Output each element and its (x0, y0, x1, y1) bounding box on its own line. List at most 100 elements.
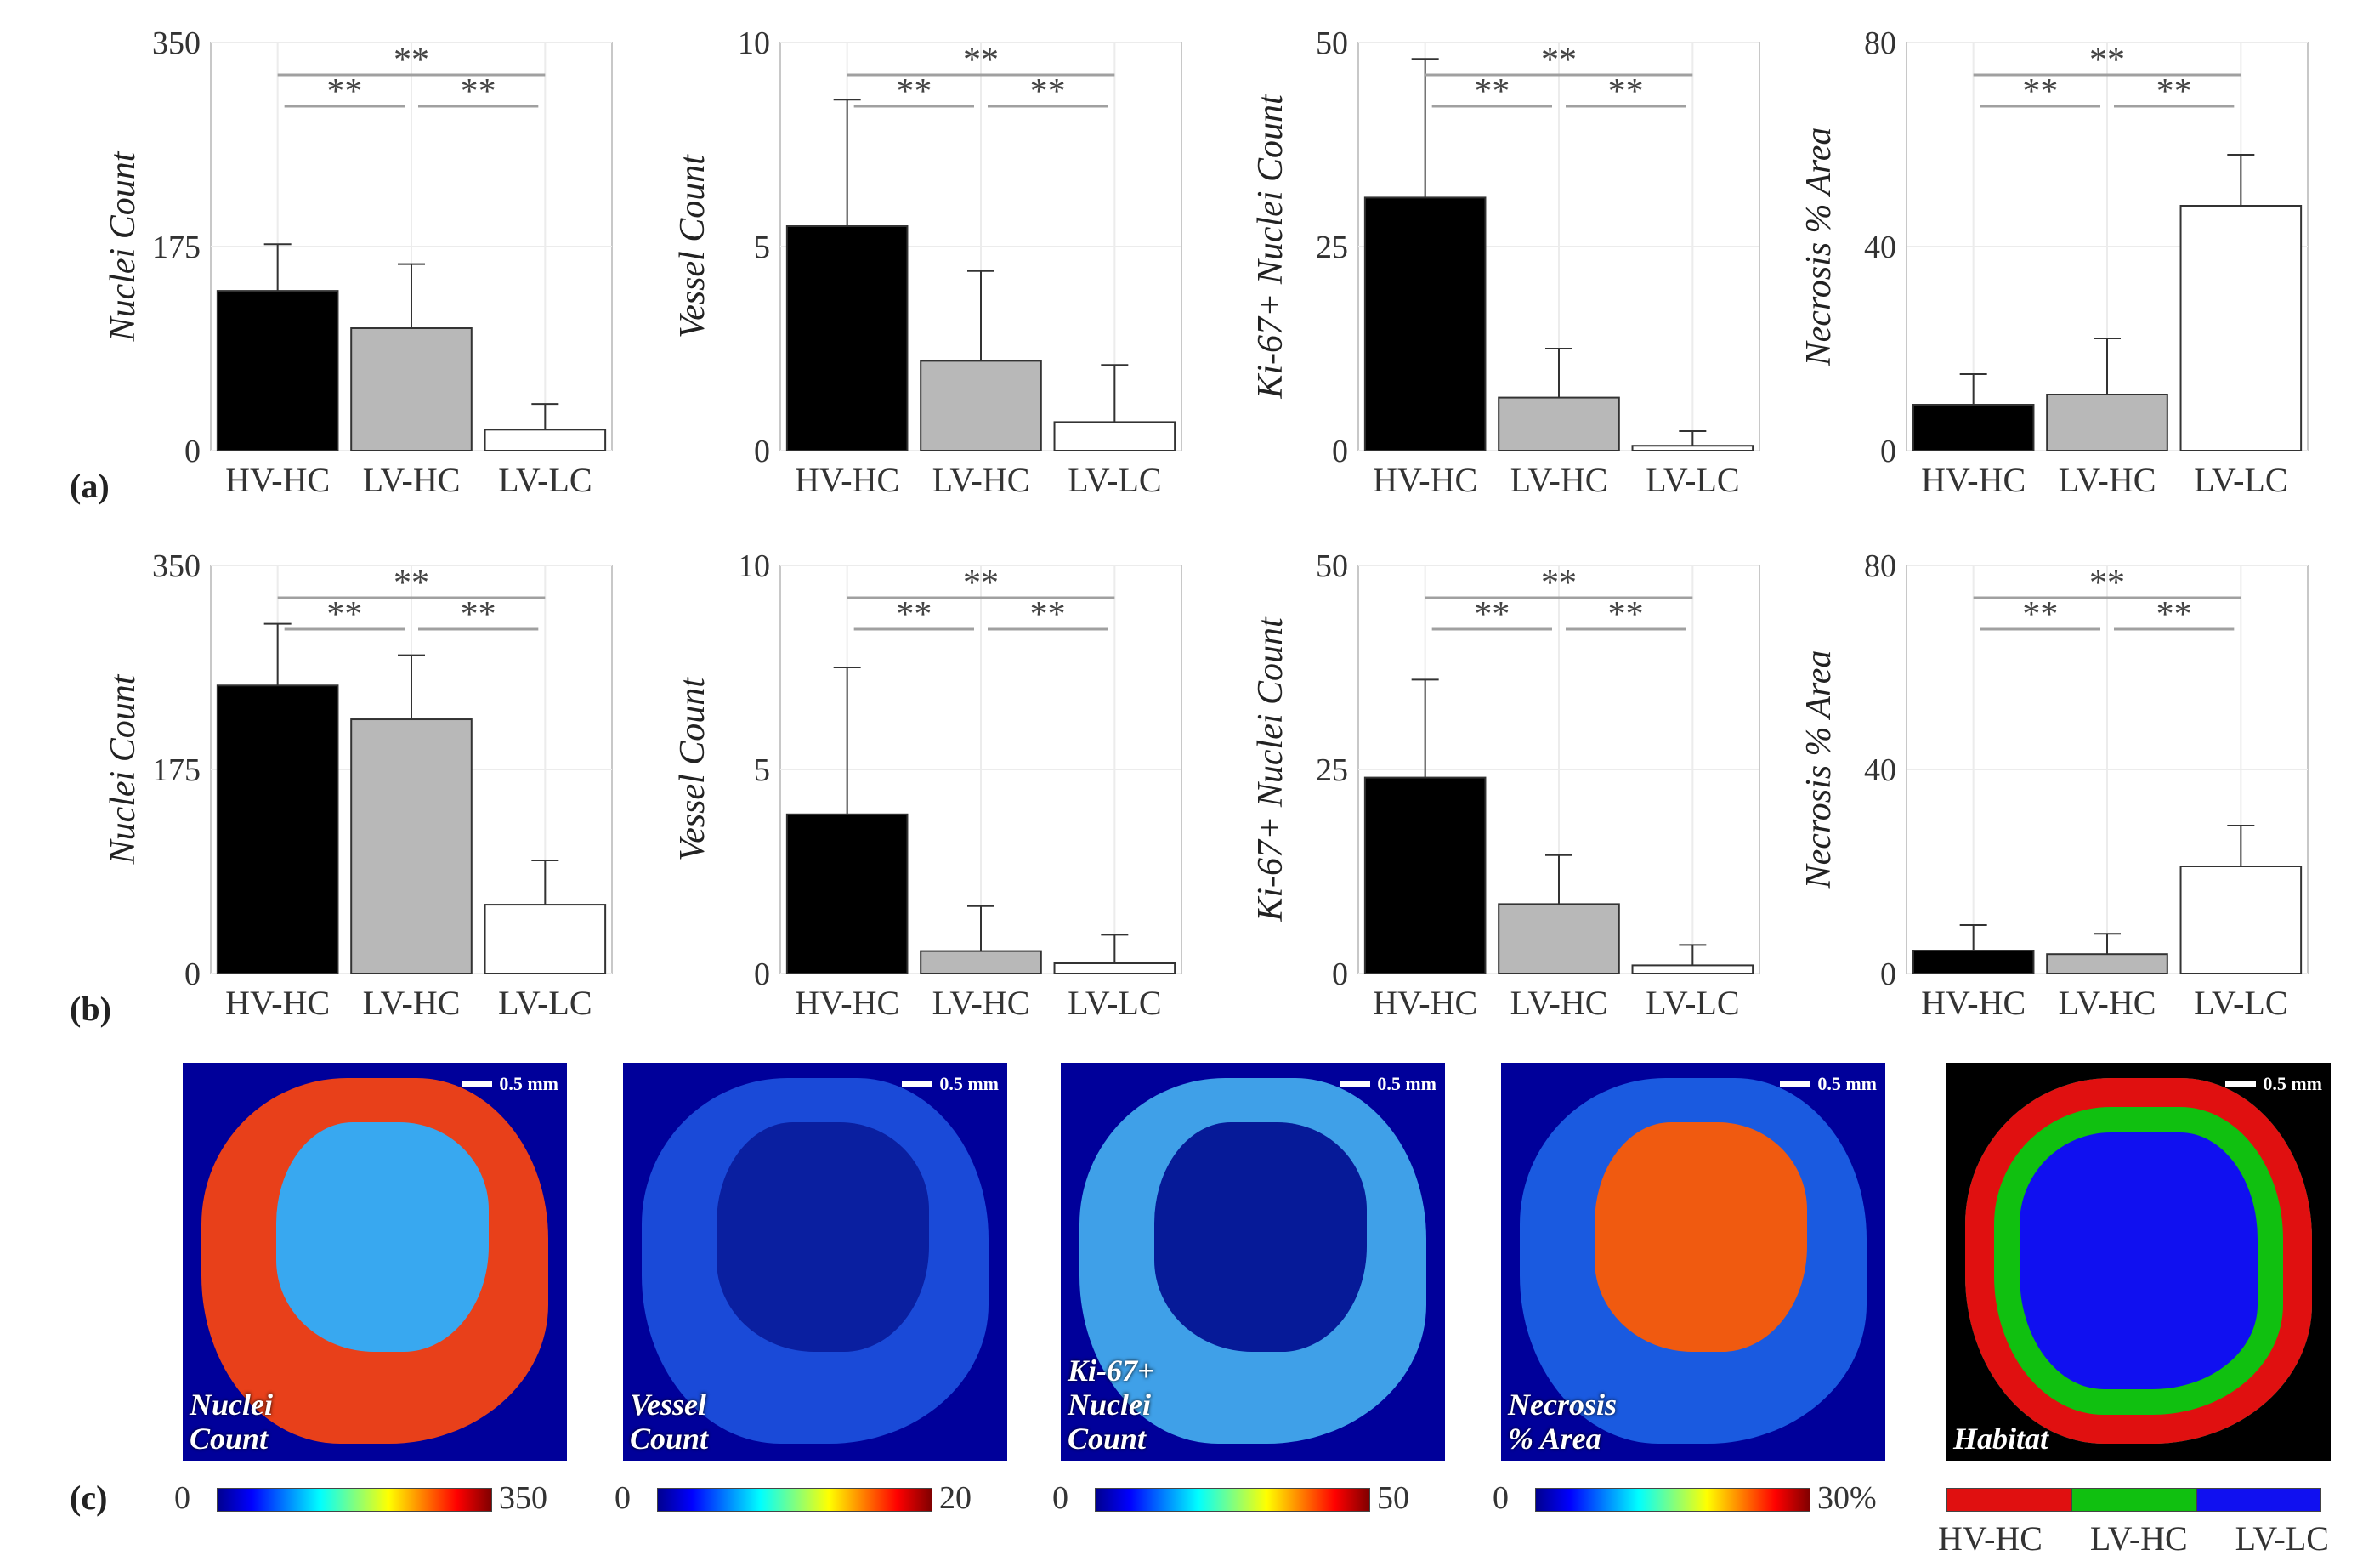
y-axis-label: Ki-67+ Nuclei Count (1251, 616, 1290, 922)
x-tick-label: LV-LC (498, 984, 592, 1022)
heatmap-label: Nuclei Count (190, 1388, 273, 1456)
y-tick-label: 40 (1864, 752, 1896, 788)
colorbar-max-label: 50 (1377, 1480, 1409, 1516)
heatmap-label: Necrosis % Area (1508, 1388, 1617, 1456)
bar (1053, 962, 1176, 974)
scale-bar-label: 0.5 mm (2263, 1073, 2322, 1094)
significance-marker: ** (2022, 72, 2058, 111)
y-tick-label: 0 (754, 434, 770, 469)
y-tick-label: 350 (152, 26, 201, 61)
y-tick-label: 25 (1316, 752, 1348, 788)
scale-bar: 0.5 mm (1780, 1073, 1877, 1095)
significance-marker: ** (896, 595, 932, 634)
scale-bar-line (462, 1081, 493, 1087)
scale-bar-label: 0.5 mm (499, 1073, 558, 1094)
habitat-legend (1946, 1488, 2321, 1512)
x-tick-label: HV-HC (1921, 461, 2026, 499)
x-tick-label: HV-HC (1921, 984, 2026, 1022)
habitat-legend-swatch (2071, 1488, 2196, 1512)
x-tick-label: HV-HC (225, 984, 330, 1022)
habitat-legend-label: LV-LC (2235, 1519, 2329, 1558)
y-tick-label: 40 (1864, 230, 1896, 265)
x-tick-label: LV-HC (1510, 461, 1608, 499)
bar (1053, 421, 1176, 451)
heatmap-panel: 0.5 mm Nuclei Count (183, 1063, 567, 1461)
bar (1631, 445, 1754, 451)
tissue-region-inner (717, 1122, 929, 1352)
significance-marker: ** (896, 72, 932, 111)
panel-letter-a: (a) (70, 467, 110, 505)
y-tick-label: 0 (1332, 434, 1348, 469)
scale-bar: 0.5 mm (2225, 1073, 2322, 1095)
bar (2046, 953, 2168, 974)
x-tick-label: LV-HC (1510, 984, 1608, 1022)
heatmap-panel: 0.5 mm Ki-67+ Nuclei Count (1061, 1063, 1445, 1461)
x-tick-label: LV-LC (2194, 461, 2287, 499)
significance-marker: ** (1474, 72, 1510, 111)
bar-charts: 0 175 350 HV-HC LV-HC LV-LC Nuclei Count ** ** **… (104, 26, 2309, 1022)
bar (2179, 205, 2303, 451)
significance-marker: ** (1608, 595, 1644, 634)
significance-marker: ** (1030, 72, 1066, 111)
y-axis-label: Vessel Count (673, 677, 712, 861)
colorbar-max-label: 20 (939, 1480, 972, 1516)
scale-bar-label: 0.5 mm (1377, 1073, 1436, 1094)
bar (920, 950, 1042, 974)
x-tick-label: HV-HC (1373, 461, 1477, 499)
bar (350, 327, 473, 451)
heatmap-label: Ki-67+ Nuclei Count (1068, 1354, 1155, 1456)
panel-letter-c: (c) (70, 1479, 108, 1517)
heatmap-label: Vessel Count (630, 1388, 709, 1456)
heatmap-panel: 0.5 mm Habitat (1946, 1063, 2331, 1461)
scale-bar-line (2225, 1081, 2257, 1087)
y-tick-label: 0 (754, 956, 770, 992)
y-axis-label: Ki-67+ Nuclei Count (1251, 94, 1290, 400)
y-tick-label: 0 (184, 956, 201, 992)
scale-bar: 0.5 mm (902, 1073, 999, 1095)
panel-letter-b: (b) (70, 990, 111, 1028)
bar (484, 429, 607, 452)
significance-marker: ** (963, 564, 999, 603)
x-tick-label: LV-HC (932, 984, 1030, 1022)
y-tick-label: 0 (1332, 956, 1348, 992)
x-tick-label: LV-LC (1068, 984, 1161, 1022)
significance-marker: ** (461, 595, 496, 634)
bar (1498, 903, 1620, 975)
colorbar-max-label: 350 (499, 1480, 547, 1516)
bar (1498, 396, 1620, 452)
bar (1912, 950, 2035, 974)
bar (1631, 964, 1754, 975)
y-tick-label: 50 (1316, 548, 1348, 584)
heatmap-panel: 0.5 mm Necrosis % Area (1501, 1063, 1885, 1461)
y-tick-label: 80 (1864, 548, 1896, 584)
significance-marker: ** (1030, 595, 1066, 634)
scale-bar-line (902, 1081, 933, 1087)
significance-marker: ** (1474, 595, 1510, 634)
bar (2179, 866, 2303, 974)
y-axis-label: Necrosis % Area (1799, 128, 1839, 367)
significance-marker: ** (2089, 41, 2125, 80)
y-tick-label: 175 (152, 752, 201, 788)
bar (484, 904, 607, 974)
bar (785, 225, 909, 451)
bar (2046, 394, 2168, 451)
x-tick-label: LV-LC (498, 461, 592, 499)
scale-bar: 0.5 mm (1340, 1073, 1436, 1095)
bar (1363, 196, 1487, 451)
significance-marker: ** (2089, 564, 2125, 603)
y-tick-label: 0 (1880, 956, 1896, 992)
bar (785, 813, 909, 974)
bar (1363, 776, 1487, 974)
habitat-legend-label: HV-HC (1938, 1519, 2043, 1558)
colorbar-max-label: 30% (1817, 1480, 1877, 1516)
significance-marker: ** (963, 41, 999, 80)
scale-bar-line (1340, 1081, 1371, 1087)
significance-marker: ** (461, 72, 496, 111)
x-tick-label: HV-HC (225, 461, 330, 499)
x-tick-label: HV-HC (795, 461, 899, 499)
tissue-region-inner (1595, 1122, 1807, 1352)
y-tick-label: 175 (152, 230, 201, 265)
bar (216, 290, 339, 451)
x-tick-label: LV-LC (2194, 984, 2287, 1022)
